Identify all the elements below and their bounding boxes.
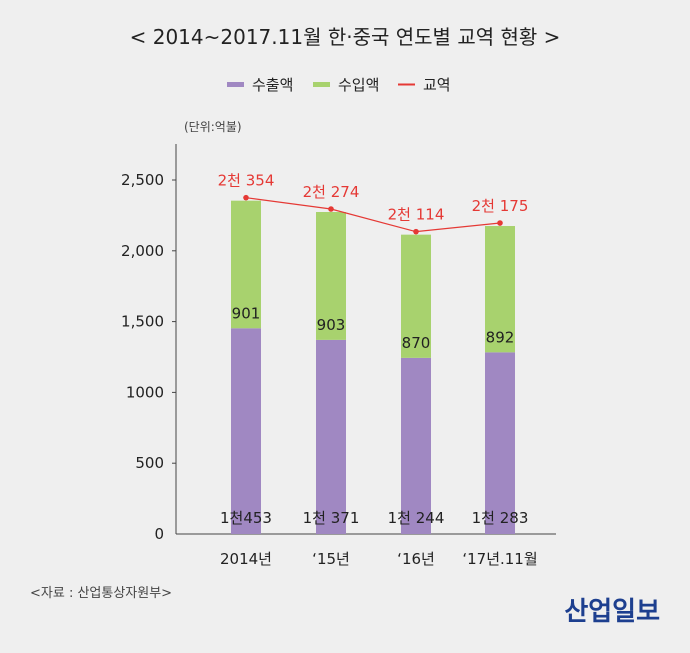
export-value-label: 1천 283 xyxy=(472,509,529,527)
bar-export xyxy=(231,328,261,534)
legend-swatch-1 xyxy=(313,82,330,87)
axes: 0 500 1000 1,500 2,000 2,500 2014년 ‘15년 ‘16년 ‘17년… xyxy=(121,144,556,568)
trade-line xyxy=(243,194,503,235)
y-tick-label: 2,000 xyxy=(121,242,164,260)
export-value-label: 1천 244 xyxy=(388,509,445,527)
import-value-label: 870 xyxy=(402,334,431,352)
bar-export xyxy=(316,339,346,534)
bars xyxy=(231,200,515,534)
legend: 수출액 수입액 교역 xyxy=(227,76,451,94)
import-value-label: 903 xyxy=(317,316,346,334)
import-value-label: 892 xyxy=(486,328,515,346)
import-value-label: 901 xyxy=(232,304,261,322)
legend-label-1: 수입액 xyxy=(338,76,379,94)
y-tick-label: 0 xyxy=(154,525,164,543)
export-value-label: 1천453 xyxy=(220,509,272,527)
bar-import xyxy=(231,200,261,329)
bar-export xyxy=(401,357,431,534)
legend-label-0: 수출액 xyxy=(252,76,293,94)
y-tick-label: 500 xyxy=(135,454,164,472)
export-value-label: 1천 371 xyxy=(303,509,360,527)
bar-import xyxy=(485,226,515,353)
trade-value-label: 2천 175 xyxy=(472,197,529,215)
x-tick-label: ‘17년.11월 xyxy=(462,550,537,568)
data-labels: 1천453 901 1천 371 903 1천 244 870 1천 283 892 2천 35… xyxy=(218,172,529,527)
unit-label: (단위:억불) xyxy=(184,120,242,134)
chart-title: < 2014~2017.11월 한·중국 연도별 교역 현황 > xyxy=(130,25,561,49)
trade-value-label: 2천 354 xyxy=(218,172,275,190)
legend-label-2: 교역 xyxy=(423,76,451,94)
x-tick-label: ‘16년 xyxy=(397,550,435,568)
trade-point xyxy=(328,206,334,212)
bar-export xyxy=(485,352,515,534)
trade-point xyxy=(413,228,419,235)
trade-point xyxy=(497,220,503,226)
bar-import xyxy=(401,234,431,358)
trade-series-line xyxy=(245,197,501,233)
source-note: <자료 : 산업통상자원부> xyxy=(30,586,172,601)
trade-value-label: 2천 114 xyxy=(388,206,445,224)
trade-value-label: 2천 274 xyxy=(303,183,360,201)
legend-swatch-0 xyxy=(227,82,244,87)
y-tick-label: 1000 xyxy=(126,383,164,401)
x-tick-label: ‘15년 xyxy=(312,550,350,568)
x-tick-label: 2014년 xyxy=(220,550,272,568)
logo: 산업일보 xyxy=(564,597,660,627)
y-tick-label: 2,500 xyxy=(121,171,164,189)
y-tick-label: 1,500 xyxy=(121,313,164,331)
trade-point xyxy=(243,194,249,201)
bar-import xyxy=(316,212,346,340)
